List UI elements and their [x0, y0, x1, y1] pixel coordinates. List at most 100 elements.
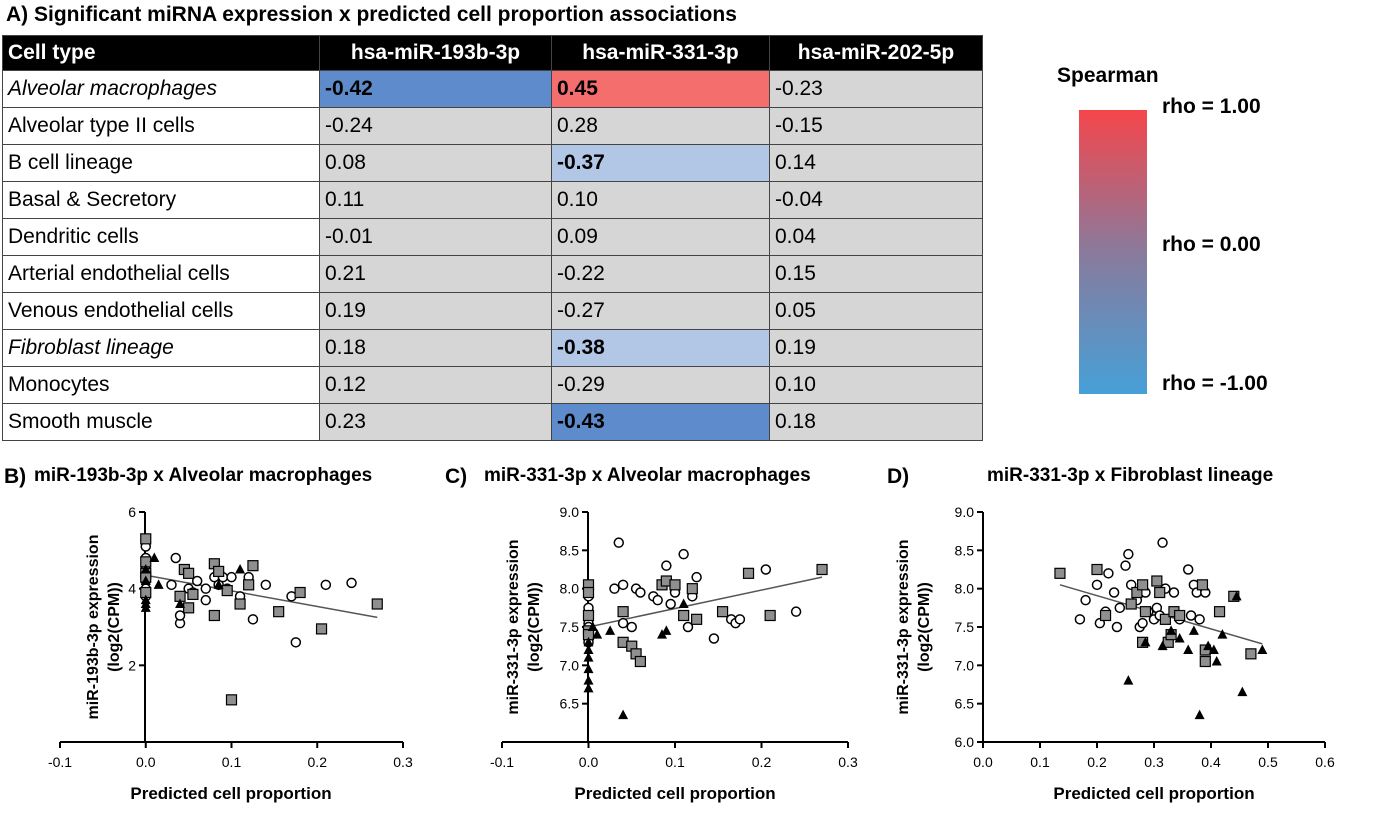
cell-type-label: Alveolar type II cells	[2, 107, 320, 145]
rho-value-cell: 0.10	[769, 366, 983, 404]
y-tick-label: 6	[128, 504, 136, 520]
data-point-circle	[790, 606, 802, 617]
data-point-triangle	[583, 675, 594, 685]
data-point-square	[634, 655, 647, 668]
data-point-square	[678, 609, 690, 622]
legend-title: Spearman	[1057, 64, 1159, 87]
data-point-circle	[290, 637, 302, 648]
panel-a-title: A) Significant miRNA expression x predic…	[6, 3, 737, 26]
table-row: Monocytes 0.12 -0.29 0.10	[2, 366, 983, 404]
x-tick-label: 0.1	[1030, 754, 1050, 770]
data-point-triangle	[1203, 640, 1214, 651]
x-tick-label: 0.3	[393, 754, 413, 770]
x-axis-label: Predicted cell proportion	[1053, 784, 1254, 803]
data-point-circle	[1137, 617, 1148, 629]
data-point-circle	[708, 633, 720, 644]
data-point-triangle	[1231, 590, 1242, 601]
data-point-circle	[1157, 537, 1168, 548]
data-point-square	[183, 602, 195, 614]
data-point-square	[273, 606, 285, 618]
cell-type-label: Smooth muscle	[2, 403, 320, 441]
data-point-triangle	[140, 598, 151, 608]
data-point-circle	[226, 571, 237, 583]
data-point-triangle	[1188, 625, 1199, 635]
data-point-circle	[609, 583, 620, 594]
table-row: Smooth muscle 0.23 -0.43 0.18	[2, 403, 983, 441]
x-tick-label: 0.0	[579, 754, 599, 770]
data-point-square	[742, 567, 755, 579]
data-point-square	[764, 609, 776, 622]
cell-type-label: Basal & Secretory	[2, 181, 320, 219]
panel-letter: B)	[4, 465, 26, 488]
data-point-circle	[635, 587, 646, 598]
rho-value-cell: 0.21	[319, 255, 552, 293]
data-point-square	[1054, 567, 1066, 579]
data-point-triangle	[1217, 629, 1228, 639]
data-point-square	[294, 586, 306, 599]
table-row: Alveolar type II cells -0.24 0.28 -0.15	[2, 107, 983, 145]
rho-value-cell: 0.11	[319, 181, 552, 219]
plot-title: miR-331-3p x Alveolar macrophages	[484, 465, 811, 486]
data-point-circle	[260, 579, 272, 591]
rho-value-cell: -0.04	[769, 181, 983, 219]
y-tick-label: 6.5	[955, 696, 975, 712]
data-point-triangle	[1123, 675, 1134, 685]
x-tick-label: -0.1	[48, 754, 72, 770]
data-point-square	[1159, 613, 1172, 625]
data-point-circle	[617, 579, 629, 591]
rho-value-cell: 0.12	[319, 366, 552, 404]
data-point-triangle	[1166, 625, 1177, 635]
data-point-triangle	[583, 682, 594, 693]
panel-letter: D)	[887, 465, 909, 488]
data-point-circle	[320, 579, 332, 591]
data-point-circle	[734, 614, 746, 625]
y-tick-label: 7.0	[560, 657, 580, 673]
y-tick-label: 8.0	[955, 581, 975, 597]
data-point-circle	[682, 621, 694, 633]
data-point-triangle	[1183, 644, 1194, 654]
association-table: Cell type hsa-miR-193b-3p hsa-miR-331-3p…	[2, 35, 983, 441]
data-point-square	[1245, 648, 1257, 660]
table-header-row: Cell type hsa-miR-193b-3p hsa-miR-331-3p…	[2, 35, 983, 71]
plot-title: miR-331-3p x Fibroblast lineage	[987, 465, 1273, 486]
data-point-square	[716, 606, 729, 618]
data-point-circle	[1123, 548, 1134, 560]
data-point-square	[669, 579, 681, 591]
table-row: Arterial endothelial cells 0.21 -0.22 0.15	[2, 255, 983, 293]
data-point-circle	[1108, 587, 1120, 598]
cell-type-label: Monocytes	[2, 366, 320, 404]
table-row: Venous endothelial cells 0.19 -0.27 0.05	[2, 292, 983, 330]
data-point-circle	[661, 560, 672, 571]
x-tick-label: 0.2	[308, 754, 328, 770]
data-point-triangle	[175, 598, 186, 608]
data-point-square	[247, 560, 259, 572]
table-row: Basal & Secretory 0.11 0.10 -0.04	[2, 181, 983, 219]
cell-type-label: B cell lineage	[2, 144, 320, 182]
data-point-triangle	[583, 652, 594, 662]
data-point-circle	[200, 594, 212, 606]
cell-type-label: Alveolar macrophages	[2, 70, 320, 108]
data-point-triangle	[661, 625, 672, 635]
y-axis-label: miR-331-3p expression	[505, 539, 522, 714]
plot-title: miR-193b-3p x Alveolar macrophages	[34, 465, 372, 486]
data-point-triangle	[1194, 709, 1205, 720]
trend-line	[145, 574, 378, 619]
rho-value-cell: 0.15	[769, 255, 983, 293]
x-tick-label: 0.3	[1144, 754, 1164, 770]
color-scale-bar	[1079, 110, 1147, 394]
data-point-square	[1131, 586, 1143, 599]
data-point-circle	[617, 617, 629, 629]
y-tick-label: 7.5	[560, 619, 580, 635]
y-tick-label: 7.0	[955, 657, 975, 673]
data-point-square	[1154, 586, 1166, 599]
data-point-square	[1151, 575, 1163, 587]
data-point-triangle	[213, 579, 224, 589]
rho-value-cell: 0.45	[551, 70, 770, 108]
data-point-square	[686, 583, 698, 595]
rho-value-cell: -0.23	[769, 70, 983, 108]
data-point-square	[221, 584, 233, 597]
data-point-circle	[200, 583, 212, 594]
column-header: hsa-miR-193b-3p	[319, 35, 552, 71]
data-point-triangle	[592, 629, 603, 639]
